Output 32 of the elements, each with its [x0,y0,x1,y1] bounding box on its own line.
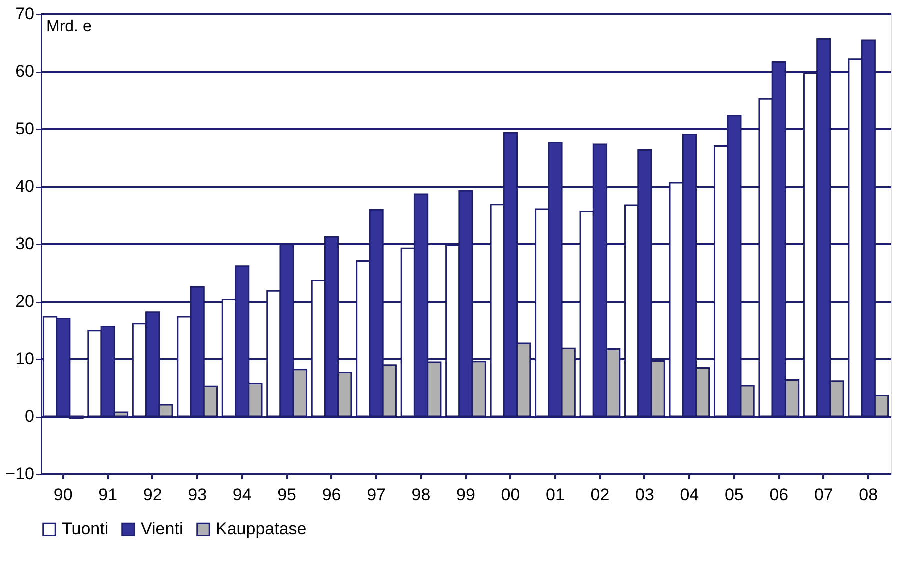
x-tick-label: 90 [54,486,73,504]
x-tick-label: 07 [814,486,834,504]
x-tick-label: 94 [232,486,252,504]
y-axis-title: Mrd. e [46,18,92,36]
x-tick-label: 91 [98,486,118,504]
x-tick-label: 01 [546,486,565,504]
x-tick-label: 96 [322,486,342,504]
y-tick-label: 50 [16,120,34,138]
x-tick-label: 04 [680,486,700,504]
x-tick-label: 92 [143,486,162,504]
x-tick-label: 05 [724,486,744,504]
x-tick-label: 06 [770,486,789,504]
x-tick-label: 97 [367,486,386,504]
legend-label: Vienti [141,520,184,539]
y-tick-label: 20 [16,292,34,311]
x-tick-label: 08 [859,486,878,504]
y-tick-label: 70 [16,4,34,24]
x-tick-label: 00 [501,486,520,504]
y-tick-label: 30 [16,234,34,254]
x-tick-label: 03 [635,486,654,504]
y-tick-label: 10 [16,350,34,368]
y-tick-label: 60 [16,62,34,81]
x-tick-label: 98 [412,486,431,504]
x-tick-label: 95 [278,486,297,504]
y-tick-label: 40 [16,177,34,196]
x-tick-label: 02 [590,486,610,504]
x-tick-label: 99 [456,486,476,504]
y-tick-label: −10 [6,464,34,484]
legend-label: Tuonti [62,520,109,539]
legend-label: Kauppatase [216,520,307,539]
x-tick-label: 93 [188,486,208,504]
y-tick-label: 0 [25,407,34,426]
